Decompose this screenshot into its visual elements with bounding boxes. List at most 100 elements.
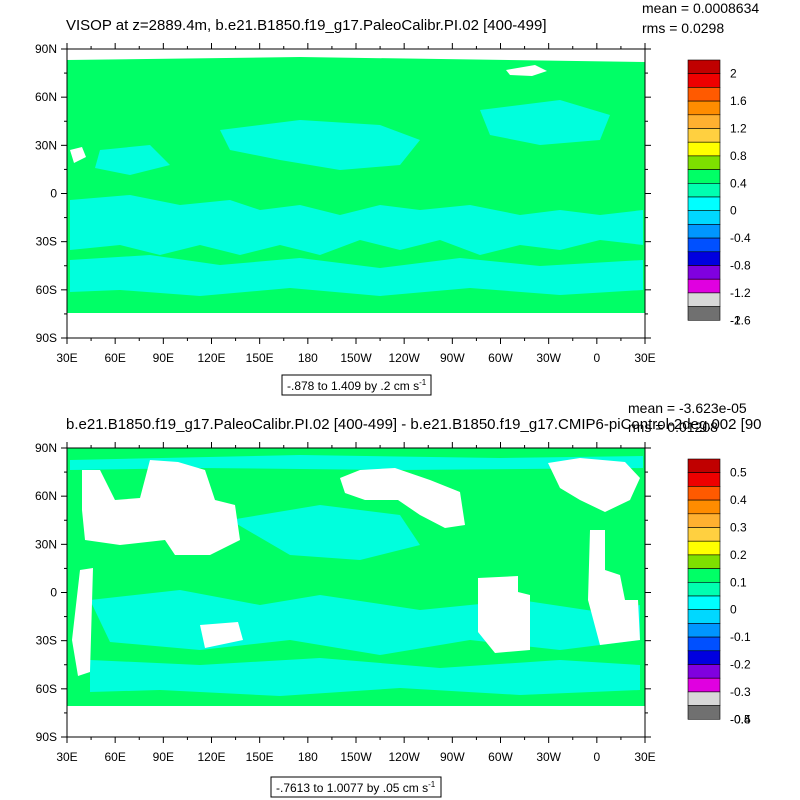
lon-label: 60W <box>488 750 513 764</box>
colorbar-box <box>687 278 721 294</box>
colorbar-box <box>687 554 721 569</box>
lon-label: 30E <box>634 750 655 764</box>
panel-top-range-label: -.878 to 1.409 by .2 cm s-1 <box>287 378 427 393</box>
colorbar-box <box>687 196 721 211</box>
colorbar-label: 0.5 <box>730 466 747 480</box>
colorbar-label: -0.2 <box>730 658 751 672</box>
panel-bottom-map <box>67 448 645 737</box>
lon-label: 90W <box>440 351 465 365</box>
panel-top-colorbar: 2 1.6 1.2 0.8 0.4 0 -0.4 -0.8 -1.2 -1.6-2 <box>687 59 751 327</box>
colorbar-box <box>687 595 721 610</box>
colorbar-box <box>687 224 721 239</box>
panel-bottom-title: b.e21.B1850.f19_g17.PaleoCalibr.PI.02 [4… <box>66 416 762 433</box>
panel-bottom-axes: 90N 60N 30N 0 30S 60S 90S 30E 60E 90E 120E 150E 180 1… <box>35 441 656 764</box>
panel-top-rms: rms = 0.0298 <box>642 20 724 36</box>
lat-label: 30N <box>35 138 57 152</box>
colorbar-label: 0.1 <box>730 575 747 589</box>
colorbar-label: 1.2 <box>730 122 747 136</box>
lat-label: 60N <box>35 489 57 503</box>
colorbar-label: 1.6 <box>730 94 747 108</box>
colorbar-label: -2 <box>730 313 741 327</box>
colorbar-label: -0.8 <box>730 259 751 273</box>
colorbar-box <box>687 155 721 170</box>
lat-label: 30N <box>35 537 57 551</box>
land-masks <box>67 458 645 737</box>
lon-label: 180 <box>298 750 318 764</box>
colorbar-label: -0.5 <box>730 712 751 726</box>
colorbar-box <box>687 705 721 720</box>
lat-label: 90S <box>36 730 57 744</box>
lon-label: 0 <box>593 351 600 365</box>
colorbar-box <box>687 210 721 225</box>
colorbar-box <box>687 636 721 652</box>
lon-label: 180 <box>298 351 318 365</box>
lon-label: 120E <box>197 351 225 365</box>
lat-label: 60N <box>35 90 57 104</box>
lat-label: 30S <box>36 634 57 648</box>
colorbar-label: 0.3 <box>730 521 747 535</box>
colorbar-box <box>687 141 721 157</box>
colorbar-box <box>687 540 721 556</box>
colorbar-label: -1.6 <box>730 313 751 327</box>
colorbar-label: -0.1 <box>730 630 751 644</box>
colorbar-box <box>687 609 721 624</box>
colorbar-box <box>687 664 721 679</box>
panel-bottom-range-label: -.7613 to 1.0077 by .05 cm s-1 <box>276 780 436 795</box>
lat-label: 90N <box>35 42 57 56</box>
colorbar-label: 0 <box>730 603 737 617</box>
lon-label: 150E <box>246 750 274 764</box>
lon-label: 150W <box>340 351 372 365</box>
colorbar-box <box>687 183 721 198</box>
panel-bottom: b.e21.B1850.f19_g17.PaleoCalibr.PI.02 [4… <box>35 400 762 798</box>
negative-anomaly-patches <box>70 100 643 296</box>
lon-label: 30E <box>634 351 655 365</box>
colorbar-label: -1.2 <box>730 286 751 300</box>
colorbar-box <box>687 458 721 473</box>
colorbar-label: -0.3 <box>730 685 751 699</box>
panel-bottom-mean: mean = -3.623e-05 <box>628 400 747 416</box>
colorbar-box <box>687 169 721 184</box>
colorbar-label: 0.4 <box>730 176 747 190</box>
lon-label: 30E <box>56 750 77 764</box>
colorbar-label: -0.4 <box>730 231 751 245</box>
colorbar-box <box>687 237 721 253</box>
panel-top-mean: mean = 0.0008634 <box>642 0 759 16</box>
lon-label: 0 <box>593 750 600 764</box>
colorbar-box <box>687 251 721 266</box>
lon-label: 120E <box>197 750 225 764</box>
colorbar-box <box>687 623 721 638</box>
lon-label: 90W <box>440 750 465 764</box>
colorbar-box <box>687 486 721 501</box>
lat-label: 0 <box>50 586 57 600</box>
lat-label: 60S <box>36 682 57 696</box>
colorbar-box <box>687 581 721 597</box>
colorbar-box <box>687 472 721 487</box>
colorbar-box <box>687 100 721 116</box>
colorbar-box <box>687 128 721 143</box>
lon-label: 150W <box>340 750 372 764</box>
lat-label: 0 <box>50 187 57 201</box>
panel-top-title: VISOP at z=2889.4m, b.e21.B1850.f19_g17.… <box>66 17 546 34</box>
colorbar-label: 0.8 <box>730 149 747 163</box>
colorbar-box <box>687 306 721 321</box>
colorbar-label: 0.2 <box>730 548 747 562</box>
lon-label: 60E <box>104 750 125 764</box>
panel-bottom-rms: rms = 0.01208 <box>628 419 718 435</box>
lon-label: 60E <box>104 351 125 365</box>
lat-label: 90S <box>36 331 57 345</box>
colorbar-box <box>687 265 721 280</box>
colorbar-label: 2 <box>730 67 737 81</box>
colorbar-label: -0.4 <box>730 712 751 726</box>
lon-label: 150E <box>246 351 274 365</box>
panel-bottom-range-box <box>270 776 442 798</box>
lon-label: 30W <box>536 750 561 764</box>
colorbar-label: 0 <box>730 204 737 218</box>
lon-label: 30E <box>56 351 77 365</box>
panel-top-axes: 90N 60N 30N 0 30S 60S 90S 30E 60E 90E 120E 150E 180 1… <box>35 42 656 365</box>
lat-label: 60S <box>36 283 57 297</box>
lat-label: 30S <box>36 235 57 249</box>
colorbar-box <box>687 292 721 307</box>
lon-label: 90E <box>153 351 174 365</box>
colorbar-box <box>687 691 721 706</box>
